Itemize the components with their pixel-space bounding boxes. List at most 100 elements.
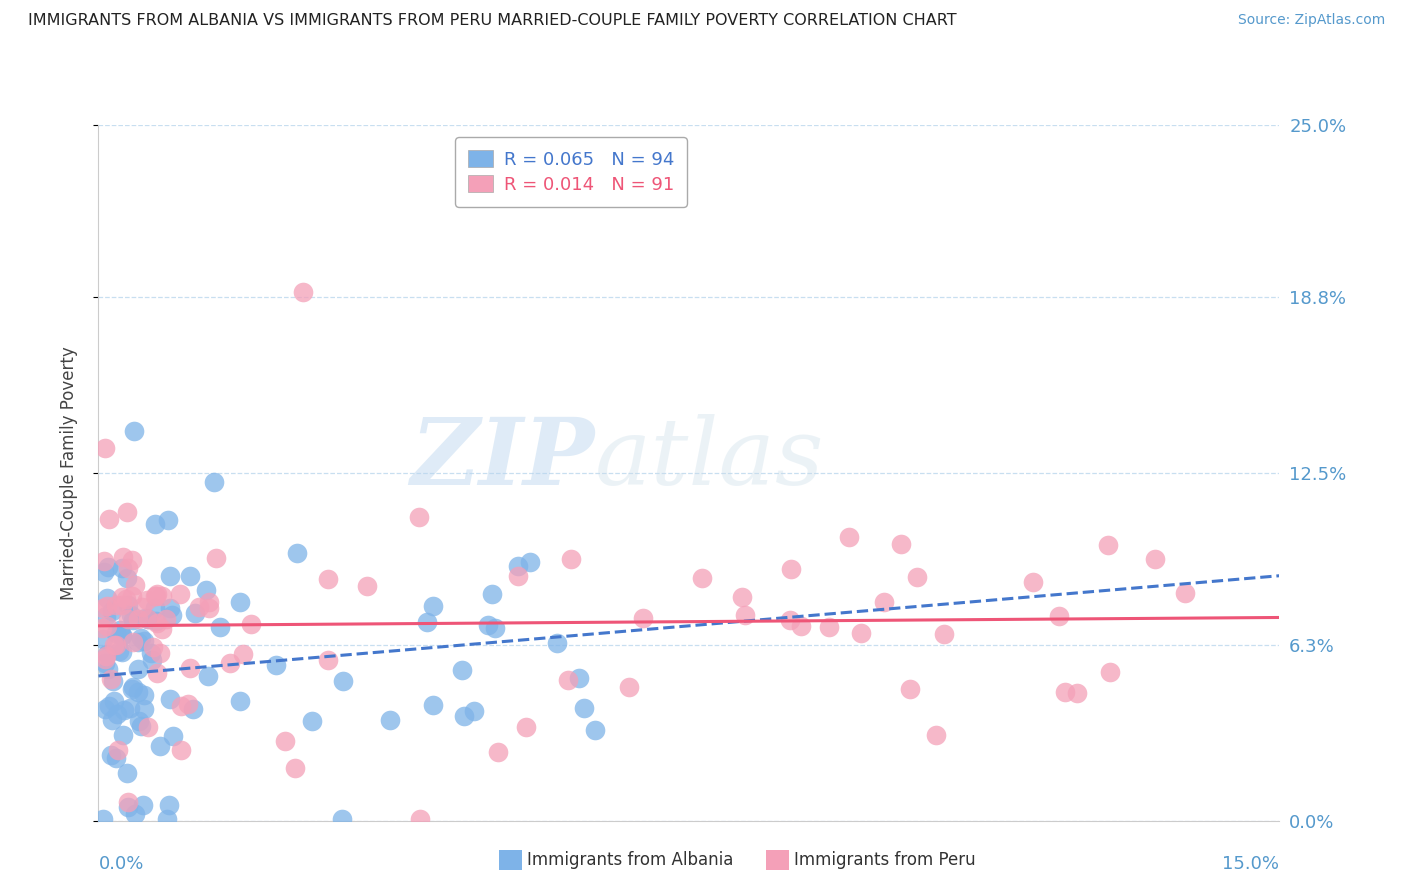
Point bbox=[316, 572, 339, 586]
Point bbox=[179, 569, 201, 583]
Point bbox=[105, 707, 128, 722]
Point bbox=[408, 510, 430, 524]
Point bbox=[150, 622, 173, 636]
Point bbox=[486, 745, 509, 759]
Point bbox=[162, 729, 184, 743]
Point bbox=[159, 692, 181, 706]
Point bbox=[925, 728, 948, 742]
Point bbox=[131, 632, 153, 646]
Point bbox=[145, 589, 167, 603]
Point bbox=[111, 590, 134, 604]
Point bbox=[96, 599, 118, 614]
Point bbox=[91, 812, 114, 826]
Point bbox=[91, 600, 114, 615]
Point bbox=[332, 674, 354, 689]
Point bbox=[477, 618, 499, 632]
Point bbox=[583, 723, 606, 738]
Point bbox=[557, 673, 579, 687]
Point bbox=[239, 617, 262, 632]
Point bbox=[117, 795, 139, 809]
Point bbox=[170, 743, 193, 757]
Point bbox=[124, 807, 146, 822]
Point bbox=[101, 604, 124, 618]
Point bbox=[117, 766, 139, 780]
Point bbox=[838, 530, 860, 544]
Point bbox=[149, 739, 172, 753]
Point bbox=[120, 607, 142, 622]
Point bbox=[1066, 686, 1088, 700]
Point bbox=[143, 516, 166, 531]
Point bbox=[730, 590, 752, 604]
Point bbox=[122, 424, 145, 438]
Point bbox=[617, 680, 640, 694]
Point bbox=[108, 644, 131, 658]
Point bbox=[110, 628, 132, 642]
Point bbox=[122, 635, 145, 649]
Point bbox=[96, 591, 118, 606]
Point bbox=[898, 682, 921, 697]
Point bbox=[103, 694, 125, 708]
Point bbox=[145, 614, 167, 628]
Text: IMMIGRANTS FROM ALBANIA VS IMMIGRANTS FROM PERU MARRIED-COUPLE FAMILY POVERTY CO: IMMIGRANTS FROM ALBANIA VS IMMIGRANTS FR… bbox=[28, 13, 956, 29]
Point bbox=[139, 646, 162, 660]
Point bbox=[481, 586, 503, 600]
Point bbox=[633, 611, 655, 625]
Point bbox=[316, 653, 339, 667]
Point bbox=[143, 589, 166, 603]
Point bbox=[115, 505, 138, 519]
Point bbox=[146, 665, 169, 680]
Point bbox=[129, 718, 152, 732]
Point bbox=[100, 747, 122, 762]
Point bbox=[205, 550, 228, 565]
Point bbox=[229, 595, 252, 609]
Point bbox=[515, 720, 537, 734]
Point bbox=[93, 566, 115, 580]
Point bbox=[104, 638, 127, 652]
Point bbox=[96, 647, 118, 661]
Point bbox=[94, 648, 117, 663]
Point bbox=[121, 553, 143, 567]
Point bbox=[229, 694, 252, 708]
Point bbox=[332, 812, 354, 826]
Point bbox=[131, 600, 153, 615]
Point bbox=[266, 658, 288, 673]
Point bbox=[453, 709, 475, 723]
Point bbox=[198, 601, 221, 615]
Point bbox=[905, 570, 928, 584]
Point bbox=[93, 652, 115, 666]
Point bbox=[1097, 538, 1119, 552]
Point bbox=[127, 634, 149, 648]
Point bbox=[91, 621, 114, 635]
Point bbox=[204, 475, 226, 489]
Point bbox=[146, 616, 169, 631]
Point bbox=[285, 546, 308, 560]
Point bbox=[111, 598, 134, 612]
Point bbox=[111, 629, 134, 643]
Point bbox=[734, 608, 756, 623]
Point bbox=[356, 579, 378, 593]
Point bbox=[149, 646, 172, 660]
Point bbox=[155, 611, 177, 625]
Point bbox=[292, 285, 315, 299]
Text: atlas: atlas bbox=[595, 414, 824, 504]
Point bbox=[121, 613, 143, 627]
Point bbox=[103, 638, 125, 652]
Point bbox=[790, 619, 813, 633]
Point bbox=[232, 647, 254, 661]
Point bbox=[141, 652, 163, 666]
Point bbox=[132, 797, 155, 812]
Point bbox=[1098, 665, 1121, 679]
Text: Source: ZipAtlas.com: Source: ZipAtlas.com bbox=[1237, 13, 1385, 28]
Point bbox=[155, 812, 177, 826]
Point bbox=[97, 559, 120, 574]
Y-axis label: Married-Couple Family Poverty: Married-Couple Family Poverty bbox=[59, 346, 77, 599]
Point bbox=[1054, 684, 1077, 698]
Point bbox=[100, 672, 122, 686]
Point bbox=[219, 657, 242, 671]
Text: ZIP: ZIP bbox=[411, 414, 595, 504]
Point bbox=[136, 720, 159, 734]
Point bbox=[159, 600, 181, 615]
Point bbox=[117, 799, 139, 814]
Point bbox=[378, 713, 401, 727]
Point bbox=[546, 635, 568, 649]
